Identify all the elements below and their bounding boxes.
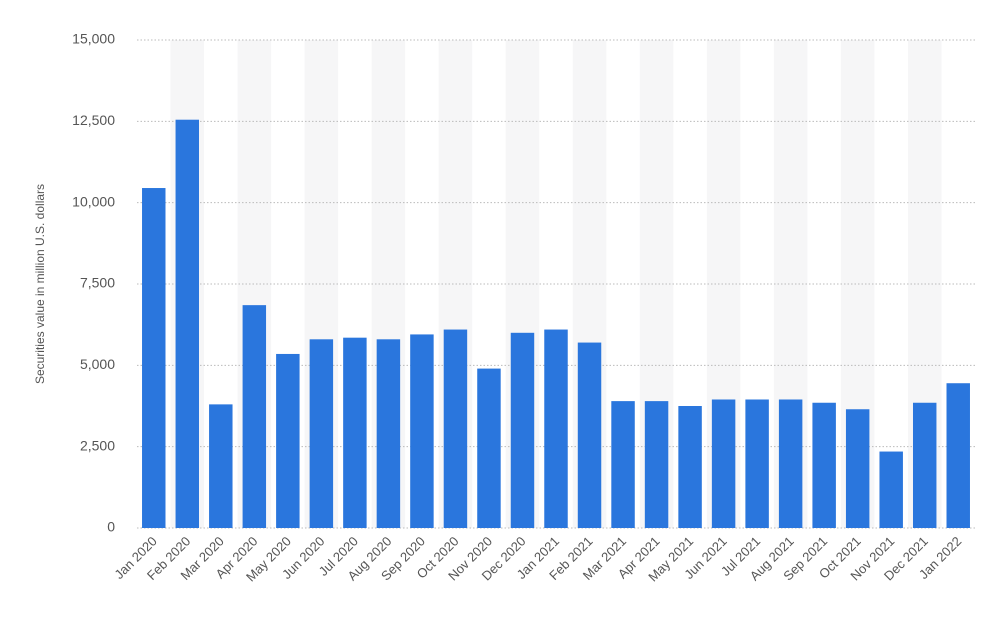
y-tick-label: 15,000: [72, 31, 115, 47]
bar: [510, 332, 535, 528]
bar: [845, 409, 870, 528]
bar: [711, 399, 736, 528]
bar: [209, 404, 233, 528]
bar: [946, 383, 970, 528]
bar: [778, 399, 803, 528]
bar: [544, 329, 568, 528]
bar: [477, 368, 501, 528]
bar: [879, 451, 903, 528]
bar: [745, 399, 769, 528]
y-tick-label: 2,500: [80, 437, 115, 453]
bar: [242, 305, 267, 528]
bar: [376, 339, 401, 528]
bar: [644, 401, 669, 528]
bar: [812, 402, 836, 528]
y-tick-label: 12,500: [72, 112, 115, 128]
bar: [343, 337, 367, 528]
y-tick-label: 5,000: [80, 356, 115, 372]
bar: [309, 339, 334, 528]
bar: [410, 334, 434, 528]
bar: [912, 402, 937, 528]
bar: [276, 353, 300, 528]
y-tick-label: 7,500: [80, 275, 115, 291]
bar: [611, 401, 635, 528]
bar: [577, 342, 602, 528]
bar: [175, 119, 200, 528]
bar: [678, 406, 702, 528]
bar: [142, 188, 166, 528]
bar: [443, 329, 468, 528]
y-tick-label: 0: [107, 519, 115, 535]
y-axis-label: Securities value in million U.S. dollars: [33, 184, 47, 384]
y-tick-label: 10,000: [72, 193, 115, 209]
